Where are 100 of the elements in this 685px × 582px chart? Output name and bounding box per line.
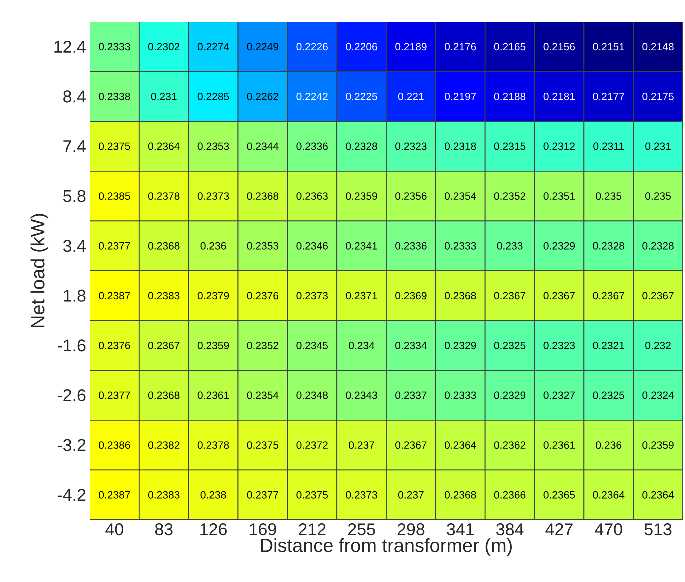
x-tick-label: 212 (299, 524, 326, 536)
data-label: 0.2378 (198, 442, 230, 450)
data-label: 0.2368 (247, 192, 279, 200)
y-tick-label: 12.4 (54, 40, 86, 53)
x-tick-label: 40 (106, 524, 124, 536)
data-label: 0.2325 (494, 342, 526, 350)
data-label: 0.2177 (593, 92, 624, 100)
data-label: 0.2386 (99, 442, 130, 450)
x-axis-title: Distance from transformer (m) (261, 538, 512, 556)
data-label: 0.2368 (148, 242, 180, 250)
y-tick-label: 7.4 (64, 140, 86, 152)
data-label: 0.233 (497, 242, 523, 250)
data-label: 0.2165 (494, 43, 526, 51)
data-label: 0.2368 (444, 292, 476, 300)
data-label: 0.2226 (296, 43, 328, 51)
data-label: 0.2189 (396, 43, 427, 51)
data-label: 0.2377 (99, 392, 130, 400)
data-label: 0.2359 (198, 342, 230, 350)
data-label: 0.2312 (544, 142, 575, 150)
y-tick-label: 5.8 (64, 190, 86, 202)
data-label: 0.2354 (247, 392, 279, 400)
data-label: 0.2362 (494, 442, 526, 450)
data-label: 0.234 (349, 342, 375, 350)
data-label: 0.2356 (396, 192, 427, 200)
data-label: 0.2373 (296, 292, 328, 300)
data-label: 0.231 (151, 92, 177, 100)
data-label: 0.2156 (544, 43, 576, 51)
data-label: 0.2336 (296, 142, 328, 150)
data-label: 0.2344 (247, 142, 279, 150)
data-label: 0.2373 (346, 491, 378, 499)
data-label: 0.2285 (198, 92, 230, 100)
data-label: 0.2385 (99, 192, 130, 200)
data-label: 0.2352 (247, 342, 278, 350)
data-label: 0.2373 (198, 192, 230, 200)
data-label: 0.2387 (99, 292, 130, 300)
data-label: 0.2375 (247, 442, 279, 450)
data-label: 0.2364 (642, 491, 674, 499)
data-label: 0.2249 (247, 43, 279, 51)
data-label: 0.235 (646, 192, 671, 200)
y-axis-title: Net load (kW) (30, 214, 49, 328)
data-label: 0.2329 (444, 342, 476, 350)
y-tick-label: 1.8 (64, 290, 86, 302)
data-label: 0.2351 (544, 192, 575, 200)
data-label: 0.2338 (99, 92, 130, 100)
x-tick-label: 83 (155, 524, 173, 536)
data-label: 0.2151 (593, 43, 624, 51)
data-label: 0.2367 (593, 292, 624, 300)
x-tick-label: 513 (644, 524, 672, 536)
data-label: 0.232 (646, 342, 671, 350)
data-label: 0.2375 (99, 142, 130, 150)
data-label: 0.2333 (444, 242, 476, 250)
y-tick-label: 3.4 (63, 240, 86, 252)
y-tick-label: 8.4 (64, 90, 86, 103)
data-label: 0.2387 (99, 491, 130, 499)
data-label: 0.2321 (593, 342, 624, 350)
x-tick-label: 126 (200, 524, 227, 536)
data-label: 0.2148 (642, 43, 674, 51)
data-label: 0.2348 (296, 392, 328, 400)
y-tick-label: -1.6 (58, 340, 86, 352)
x-tick-label: 341 (447, 524, 474, 536)
data-label: 0.2359 (346, 192, 378, 200)
data-label: 0.2361 (544, 442, 575, 450)
data-label: 0.2364 (593, 491, 625, 499)
data-label: 0.2328 (346, 142, 378, 150)
data-label: 0.236 (200, 242, 226, 250)
data-label: 0.2377 (99, 242, 130, 250)
data-label: 0.2352 (494, 192, 526, 200)
x-tick-label: 298 (398, 524, 425, 536)
data-label: 0.2325 (593, 392, 624, 400)
data-label: 0.2377 (247, 491, 278, 499)
data-label: 0.2367 (544, 292, 575, 300)
data-label: 0.2376 (99, 342, 130, 350)
data-label: 0.2333 (99, 43, 130, 51)
data-label: 0.2242 (296, 92, 328, 100)
data-label: 0.2371 (346, 292, 378, 300)
data-label: 0.238 (200, 491, 226, 499)
y-tick-label: -3.2 (58, 439, 86, 452)
data-label: 0.2382 (148, 442, 180, 450)
data-label: 0.2376 (247, 292, 279, 300)
data-label: 0.2372 (296, 442, 328, 450)
data-label: 0.2262 (247, 92, 278, 100)
data-label: 0.2368 (444, 491, 476, 499)
data-label: 0.2379 (198, 292, 230, 300)
data-label: 0.2311 (594, 142, 624, 150)
data-label: 0.221 (398, 92, 424, 100)
data-label: 0.2175 (642, 92, 674, 100)
data-label: 0.2329 (494, 392, 526, 400)
data-label: 0.2353 (247, 242, 279, 250)
data-label: 0.237 (349, 442, 374, 450)
data-label: 0.2315 (494, 142, 526, 150)
data-label: 0.2328 (642, 242, 674, 250)
data-label: 0.2327 (544, 392, 575, 400)
data-label: 0.2383 (148, 292, 180, 300)
data-label: 0.2323 (396, 142, 427, 150)
y-tick-label: -2.6 (58, 389, 86, 402)
data-label: 0.2367 (396, 442, 427, 450)
data-label: 0.2302 (148, 43, 180, 51)
data-label: 0.2345 (296, 342, 328, 350)
data-label: 0.235 (596, 192, 622, 200)
data-label: 0.2337 (396, 392, 427, 400)
